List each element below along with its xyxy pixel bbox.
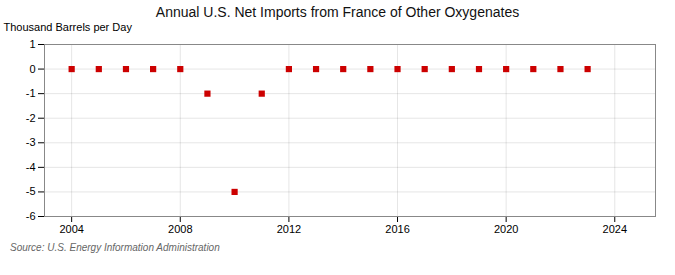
svg-text:-4: -4	[26, 161, 36, 173]
svg-text:Thousand Barrels per Day: Thousand Barrels per Day	[4, 21, 133, 33]
svg-text:2008: 2008	[168, 223, 192, 235]
svg-text:2020: 2020	[494, 223, 518, 235]
svg-text:-2: -2	[26, 112, 36, 124]
svg-text:2004: 2004	[59, 223, 83, 235]
html-text:Source: U.S. Energy Informatio: Source: U.S. Energy Information Administ…	[10, 242, 220, 253]
svg-text:1: 1	[29, 38, 35, 50]
svg-text:2016: 2016	[385, 223, 409, 235]
svg-text:0: 0	[29, 63, 35, 75]
svg-text:2012: 2012	[277, 223, 301, 235]
html-text:Annual U.S. Net Imports from F: Annual U.S. Net Imports from France of O…	[155, 4, 520, 20]
svg-text:-5: -5	[26, 185, 36, 197]
svg-text:-3: -3	[26, 136, 36, 148]
svg-text:-6: -6	[26, 210, 36, 222]
svg-text:2024: 2024	[603, 223, 627, 235]
svg-text:-1: -1	[26, 87, 36, 99]
